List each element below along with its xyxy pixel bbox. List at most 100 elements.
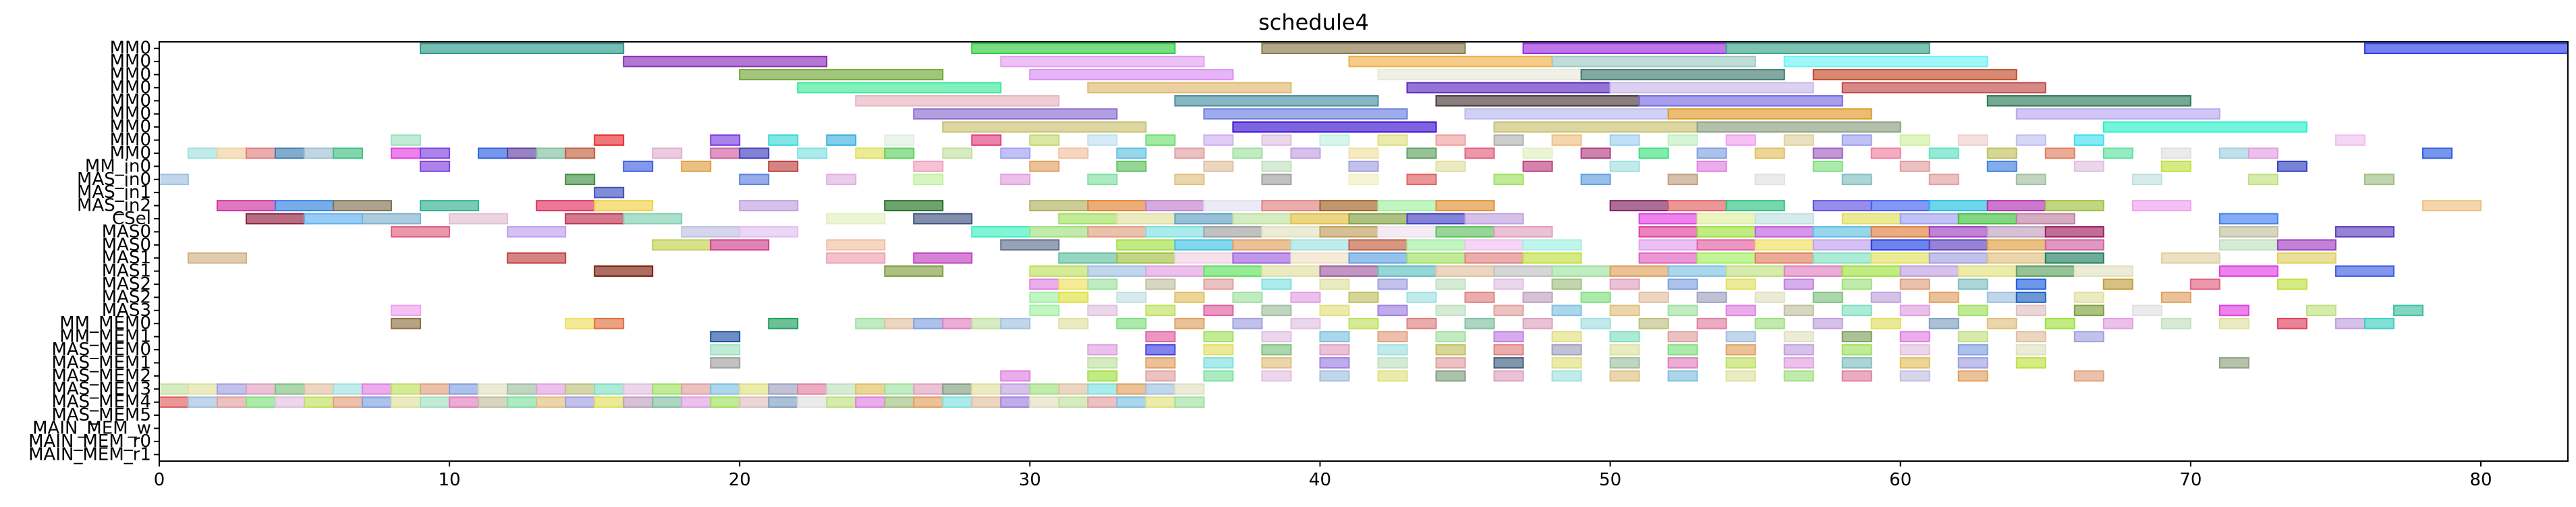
gantt-bar xyxy=(1638,252,1698,264)
gantt-bar xyxy=(304,383,335,395)
gantt-bar xyxy=(275,200,335,211)
gantt-bar xyxy=(1580,69,1785,80)
gantt-bar xyxy=(2015,357,2046,369)
gantt-bar xyxy=(1174,147,1205,159)
gantt-bar xyxy=(1899,278,1930,290)
gantt-bar xyxy=(913,213,973,225)
y-tick-label: MAIN_MEM_r1 xyxy=(28,444,151,464)
gantt-bar xyxy=(1116,396,1147,408)
gantt-bar xyxy=(1928,200,1988,211)
gantt-bar xyxy=(507,252,567,264)
gantt-bar xyxy=(1667,331,1698,343)
gantt-bar xyxy=(246,213,306,225)
gantt-bar xyxy=(1174,292,1205,303)
gantt-bar xyxy=(1261,200,1321,211)
y-tick-label: MM0 xyxy=(110,38,151,59)
x-tick-label: 70 xyxy=(2179,470,2202,490)
gantt-bar xyxy=(1841,331,1872,343)
gantt-bar xyxy=(1928,239,1988,251)
gantt-bar xyxy=(1609,370,1640,382)
gantt-bar xyxy=(1812,252,1872,264)
y-tick-label: MAS_MEM1 xyxy=(51,352,151,373)
gantt-bar xyxy=(1319,357,1350,369)
gantt-bar xyxy=(1145,344,1176,356)
gantt-bar xyxy=(1116,147,1147,159)
gantt-bar xyxy=(1493,331,1524,343)
gantt-bar xyxy=(884,383,915,395)
gantt-bar xyxy=(1841,213,1901,225)
x-tick-label: 60 xyxy=(1889,470,1911,490)
gantt-bar xyxy=(2015,331,2046,343)
gantt-bar xyxy=(1058,252,1118,264)
gantt-bar xyxy=(565,396,596,408)
gantt-bar xyxy=(1551,278,1582,290)
gantt-bar xyxy=(942,147,973,159)
gantt-bar xyxy=(2218,213,2278,225)
x-tick-label: 0 xyxy=(154,470,165,490)
gantt-bar xyxy=(362,213,422,225)
gantt-bar xyxy=(1029,160,1060,172)
gantt-bar xyxy=(1348,160,1379,172)
gantt-bar xyxy=(1348,252,1408,264)
gantt-bar xyxy=(2218,147,2249,159)
gantt-bar xyxy=(1551,134,1582,146)
gantt-bar xyxy=(1609,134,1640,146)
gantt-bar xyxy=(1783,134,1814,146)
y-tick-label: MAS2 xyxy=(102,287,151,307)
gantt-bar xyxy=(1203,344,1234,356)
gantt-bar xyxy=(594,383,625,395)
gantt-bar xyxy=(1986,317,2017,329)
gantt-bar xyxy=(1783,331,1814,343)
gantt-bar xyxy=(507,226,567,238)
gantt-bar xyxy=(1058,278,1089,290)
gantt-bar xyxy=(1754,226,1814,238)
gantt-bar xyxy=(1261,370,1292,382)
gantt-bar xyxy=(1638,226,1698,238)
gantt-bar xyxy=(826,396,857,408)
gantt-bar xyxy=(1348,213,1408,225)
gantt-bar xyxy=(1377,331,1408,343)
gantt-bar xyxy=(594,134,625,146)
gantt-bar xyxy=(884,265,944,277)
gantt-bar xyxy=(536,383,567,395)
gantt-bar xyxy=(1551,344,1582,356)
gantt-bar xyxy=(1000,383,1031,395)
gantt-bar xyxy=(188,396,219,408)
gantt-bar xyxy=(2073,331,2104,343)
gantt-bar xyxy=(1058,292,1089,303)
gantt-bar xyxy=(1000,370,1031,382)
gantt-bar xyxy=(565,147,596,159)
gantt-bar xyxy=(1725,265,1785,277)
gantt-bar xyxy=(275,396,306,408)
gantt-bar xyxy=(1261,357,1292,369)
gantt-bar xyxy=(739,69,944,80)
gantt-bar xyxy=(1232,292,1263,303)
gantt-bar xyxy=(217,147,248,159)
gantt-bar xyxy=(739,226,799,238)
gantt-bar xyxy=(1232,239,1292,251)
gantt-bar xyxy=(797,147,828,159)
gantt-bar xyxy=(1667,370,1698,382)
gantt-bar xyxy=(1957,370,1988,382)
gantt-bar xyxy=(1899,160,1930,172)
gantt-bar xyxy=(1435,357,1466,369)
gantt-bar xyxy=(739,200,799,211)
gantt-bar xyxy=(391,317,422,329)
gantt-bar xyxy=(1667,278,1698,290)
gantt-bar xyxy=(1406,213,1466,225)
y-tick-label: MAIN_MEM_r0 xyxy=(28,431,151,452)
gantt-bar xyxy=(333,200,393,211)
gantt-bar xyxy=(1783,304,1814,317)
gantt-bar xyxy=(1261,160,1292,172)
gantt-bar xyxy=(1899,265,1959,277)
gantt-bar xyxy=(1029,396,1060,408)
gantt-bar xyxy=(1203,134,1234,146)
gantt-bar xyxy=(1087,396,1118,408)
gantt-bar xyxy=(2334,226,2395,238)
gantt-bar xyxy=(1638,292,1669,303)
gantt-bar xyxy=(1087,226,1147,238)
gantt-bar xyxy=(2044,252,2104,264)
gantt-bar xyxy=(1986,160,2017,172)
gantt-bar xyxy=(1725,331,1756,343)
gantt-bar xyxy=(1783,278,1814,290)
